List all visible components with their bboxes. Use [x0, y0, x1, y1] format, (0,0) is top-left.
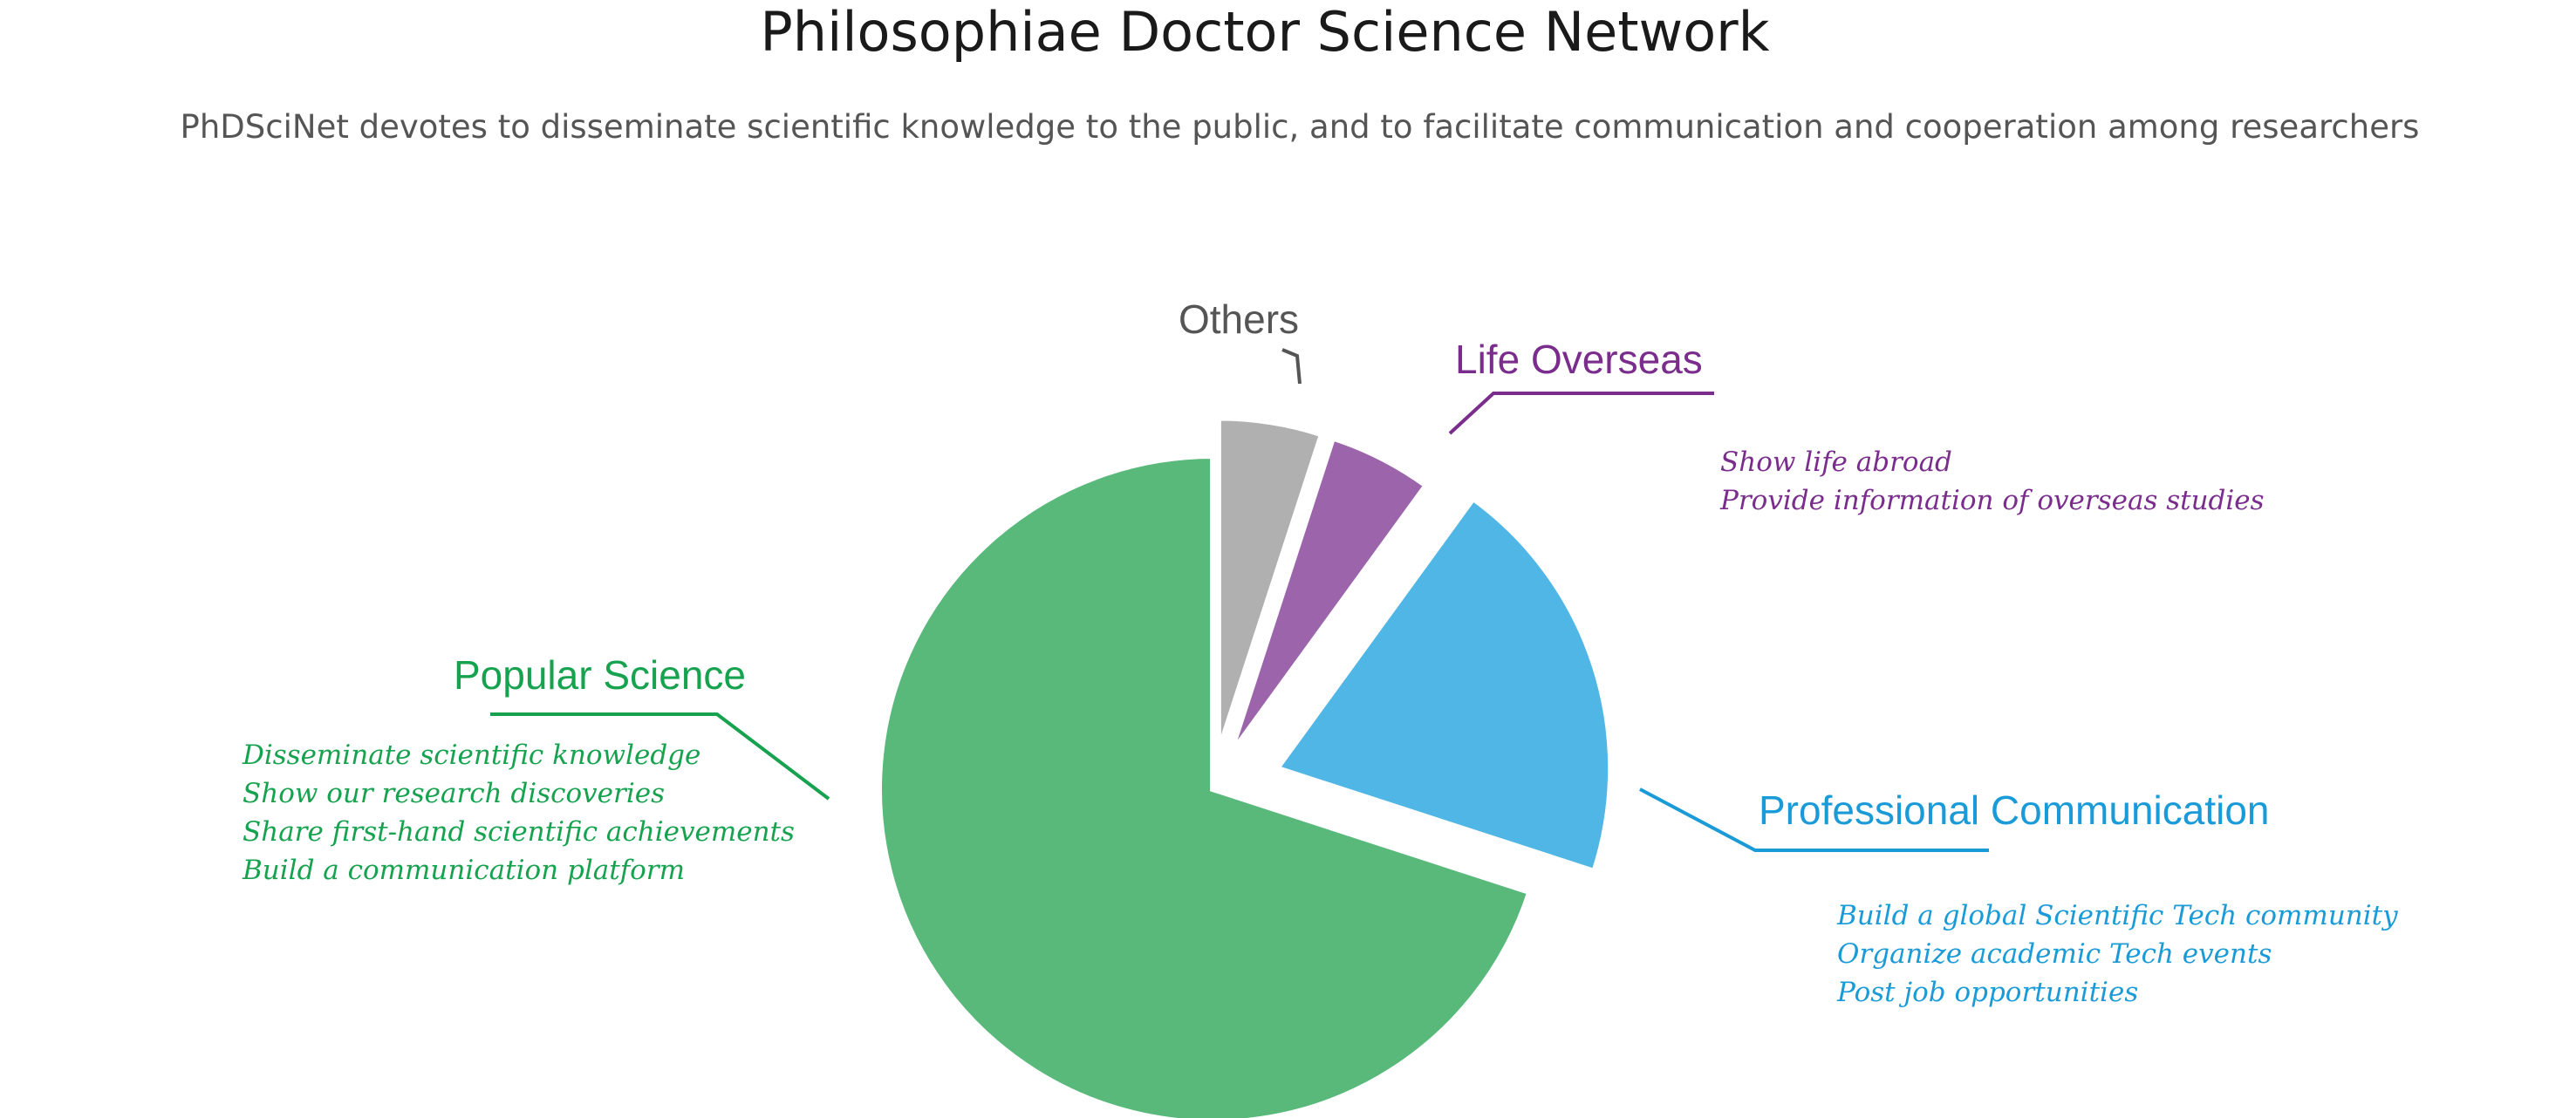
- label-others: Others: [1179, 297, 1299, 342]
- chart-subtitle: PhDSciNet devotes to disseminate scienti…: [181, 108, 2420, 146]
- leader-professional-communication: [1639, 787, 1989, 852]
- note-popular-science: Build a communication platform: [242, 855, 685, 886]
- slice-life-overseas: [1227, 434, 1430, 757]
- note-popular-science: Disseminate scientific knowledge: [242, 740, 700, 771]
- pie-slices: [877, 415, 1614, 1118]
- note-professional-communication: Organize academic Tech events: [1837, 938, 2272, 970]
- note-professional-communication: Build a global Scientific Tech community: [1836, 900, 2398, 931]
- note-popular-science: Share first-hand scientific achievements: [243, 816, 795, 848]
- label-life-overseas: Life Overseas: [1455, 337, 1703, 382]
- label-professional-communication: Professional Communication: [1759, 787, 2270, 833]
- slice-labels: Others Life Overseas Show life abroad Provi…: [242, 297, 2398, 1008]
- note-life-overseas: Provide information of overseas studies: [1719, 485, 2265, 516]
- leader-popular-science: [490, 712, 830, 801]
- chart-title: Philosophiae Doctor Science Network: [760, 0, 1769, 64]
- slice-others: [1215, 415, 1325, 753]
- leader-life-overseas: [1448, 392, 1714, 435]
- slice-professional-communication: [1273, 494, 1614, 875]
- note-professional-communication: Post job opportunities: [1836, 977, 2138, 1008]
- label-popular-science: Popular Science: [454, 652, 746, 698]
- leader-others: [1281, 348, 1302, 385]
- slice-popular-science: [877, 453, 1534, 1118]
- leader-lines: [490, 348, 1989, 852]
- note-life-overseas: Show life abroad: [1720, 447, 1952, 478]
- note-popular-science: Show our research discoveries: [243, 778, 665, 809]
